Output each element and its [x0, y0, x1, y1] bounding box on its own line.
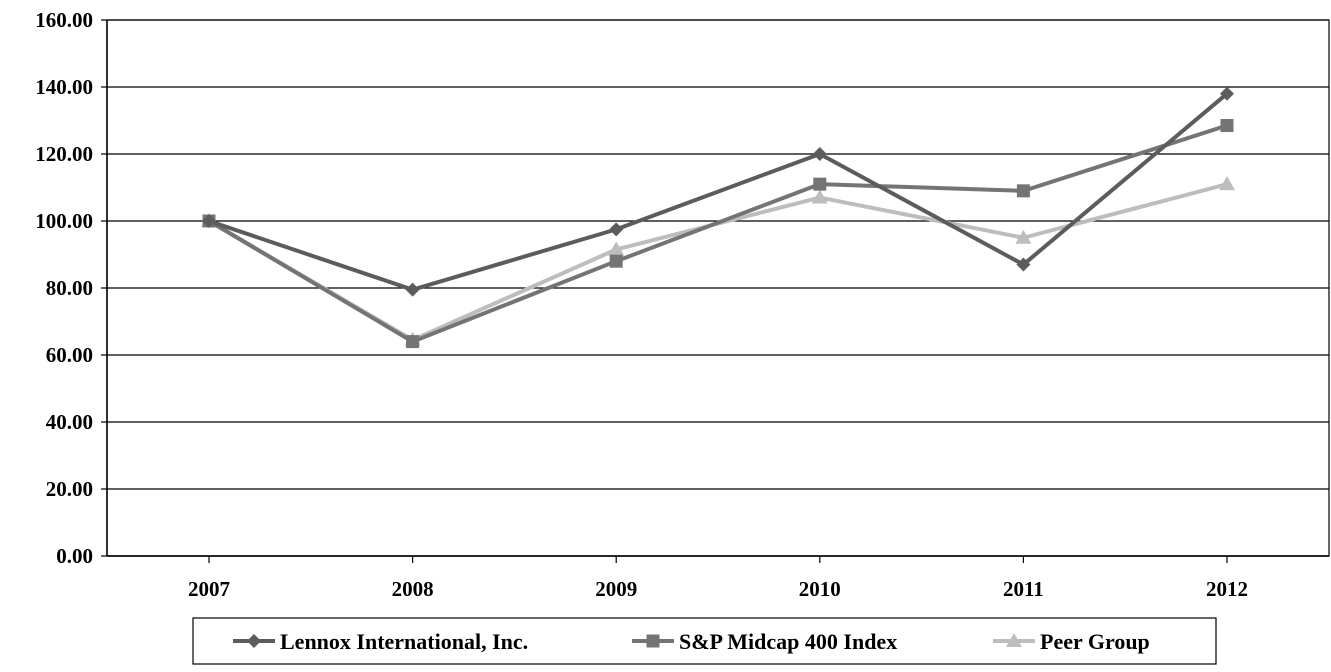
data-point-0-2009	[609, 222, 624, 237]
data-point-1-2011	[1016, 184, 1030, 198]
y-tick-label-6: 120.00	[35, 142, 93, 166]
data-point-2-2011	[1015, 229, 1032, 244]
data-point-0-2007	[202, 214, 216, 228]
data-point-0-2008	[405, 282, 420, 297]
legend-item-0: Lennox International, Inc.	[233, 629, 528, 654]
y-tick-label-2: 40.00	[46, 410, 93, 434]
y-tick-label-8: 160.00	[35, 8, 93, 32]
data-point-0-2012	[1220, 86, 1234, 101]
legend-item-1: S&P Midcap 400 Index	[632, 629, 897, 654]
legend-marker-0	[247, 634, 261, 648]
y-tick-label-5: 100.00	[35, 209, 93, 233]
legend-item-2: Peer Group	[993, 629, 1150, 654]
series-1	[202, 119, 1234, 349]
series-line-0	[208, 92, 1229, 292]
y-tick-label-0: 0.00	[56, 544, 93, 568]
x-tick-label-2012: 2012	[1206, 577, 1248, 601]
data-point-2-2009	[608, 241, 625, 256]
legend-label-1: S&P Midcap 400 Index	[679, 629, 897, 654]
x-tick-label-2008: 2008	[392, 577, 434, 601]
series-line-2	[207, 182, 1228, 342]
series-2	[201, 176, 1235, 346]
legend-label-0: Lennox International, Inc.	[280, 629, 528, 654]
y-tick-label-1: 20.00	[46, 477, 93, 501]
data-point-0-2010	[812, 147, 827, 161]
gridlines	[107, 19, 1329, 557]
y-tick-label-3: 60.00	[46, 343, 93, 367]
x-tick-label-2009: 2009	[595, 577, 637, 601]
data-point-1-2010	[813, 177, 827, 191]
series-0	[202, 86, 1234, 297]
legend: Lennox International, Inc. S&P Midcap 400…	[192, 617, 1217, 665]
y-tick-label-4: 80.00	[46, 276, 93, 300]
data-point-1-2012	[1220, 119, 1234, 133]
series-line-1	[207, 123, 1228, 344]
data-point-1-2008	[406, 335, 420, 349]
legend-marker-2	[1006, 633, 1022, 647]
y-tick-label-7: 140.00	[35, 75, 93, 99]
axes: 0.00 20.00 40.00 60.00 80.00 100.00 120.00 140.…	[35, 8, 1330, 601]
legend-label-2: Peer Group	[1040, 629, 1150, 654]
data-point-0-2011	[1016, 257, 1031, 272]
data-point-2-2012	[1219, 176, 1235, 191]
data-point-1-2009	[609, 254, 623, 268]
legend-marker-1	[646, 634, 660, 648]
legend-box	[192, 617, 1217, 665]
x-tick-label-2010: 2010	[799, 577, 841, 601]
x-tick-label-2011: 2011	[1003, 577, 1044, 601]
data-point-2-2010	[811, 189, 828, 204]
x-tick-label-2007: 2007	[188, 577, 230, 601]
series-lines	[201, 86, 1235, 349]
